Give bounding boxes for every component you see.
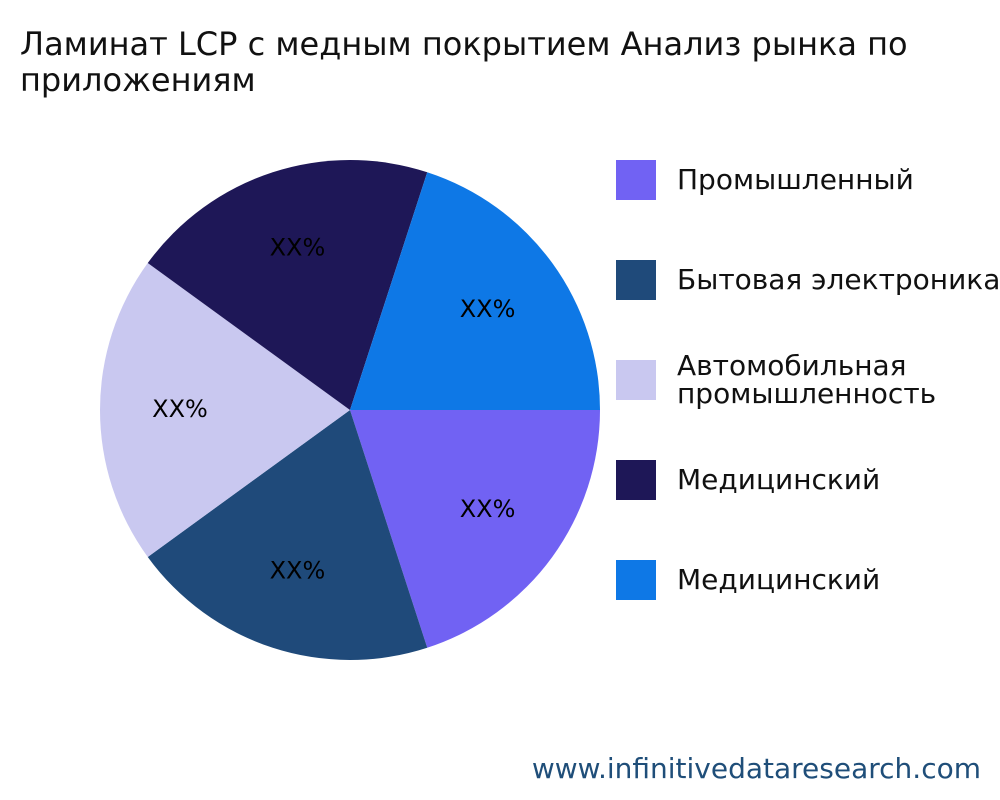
legend-swatch-2 [616, 360, 656, 400]
legend-swatch-3 [616, 460, 656, 500]
slice-label-1: XX% [270, 557, 326, 585]
legend-label-1: Бытовая электроника [677, 263, 1000, 296]
pie-slice-1 [147, 410, 428, 660]
slice-label-3: XX% [270, 233, 326, 261]
pie-slice-0 [350, 410, 600, 648]
legend-swatch-4 [616, 560, 656, 600]
legend-label-4: Медицинский [677, 563, 881, 596]
legend-label-2: Автомобильная промышленность [677, 349, 937, 410]
pie-slice-3 [147, 160, 428, 410]
slice-label-2: XX% [152, 395, 208, 423]
slice-label-0: XX% [460, 495, 516, 523]
legend-swatch-0 [616, 160, 656, 200]
pie-slice-4 [350, 172, 600, 410]
chart-title: Ламинат LCP с медным покрытием Анализ ры… [20, 25, 908, 99]
legend-item-3: Медицинский [616, 460, 1000, 500]
watermark-text: www.infinitivedataresearch.com [531, 752, 981, 785]
legend-item-1: Бытовая электроника [616, 260, 1000, 300]
legend-swatch-1 [616, 260, 656, 300]
legend-label-3: Медицинский [677, 463, 881, 496]
legend-item-4: Медицинский [616, 560, 1000, 600]
slice-label-4: XX% [460, 295, 516, 323]
pie-slice-2 [100, 263, 350, 557]
legend-item-0: Промышленный [616, 160, 1000, 200]
legend-item-2: Автомобильная промышленность [616, 352, 1000, 408]
legend-label-0: Промышленный [677, 163, 914, 196]
